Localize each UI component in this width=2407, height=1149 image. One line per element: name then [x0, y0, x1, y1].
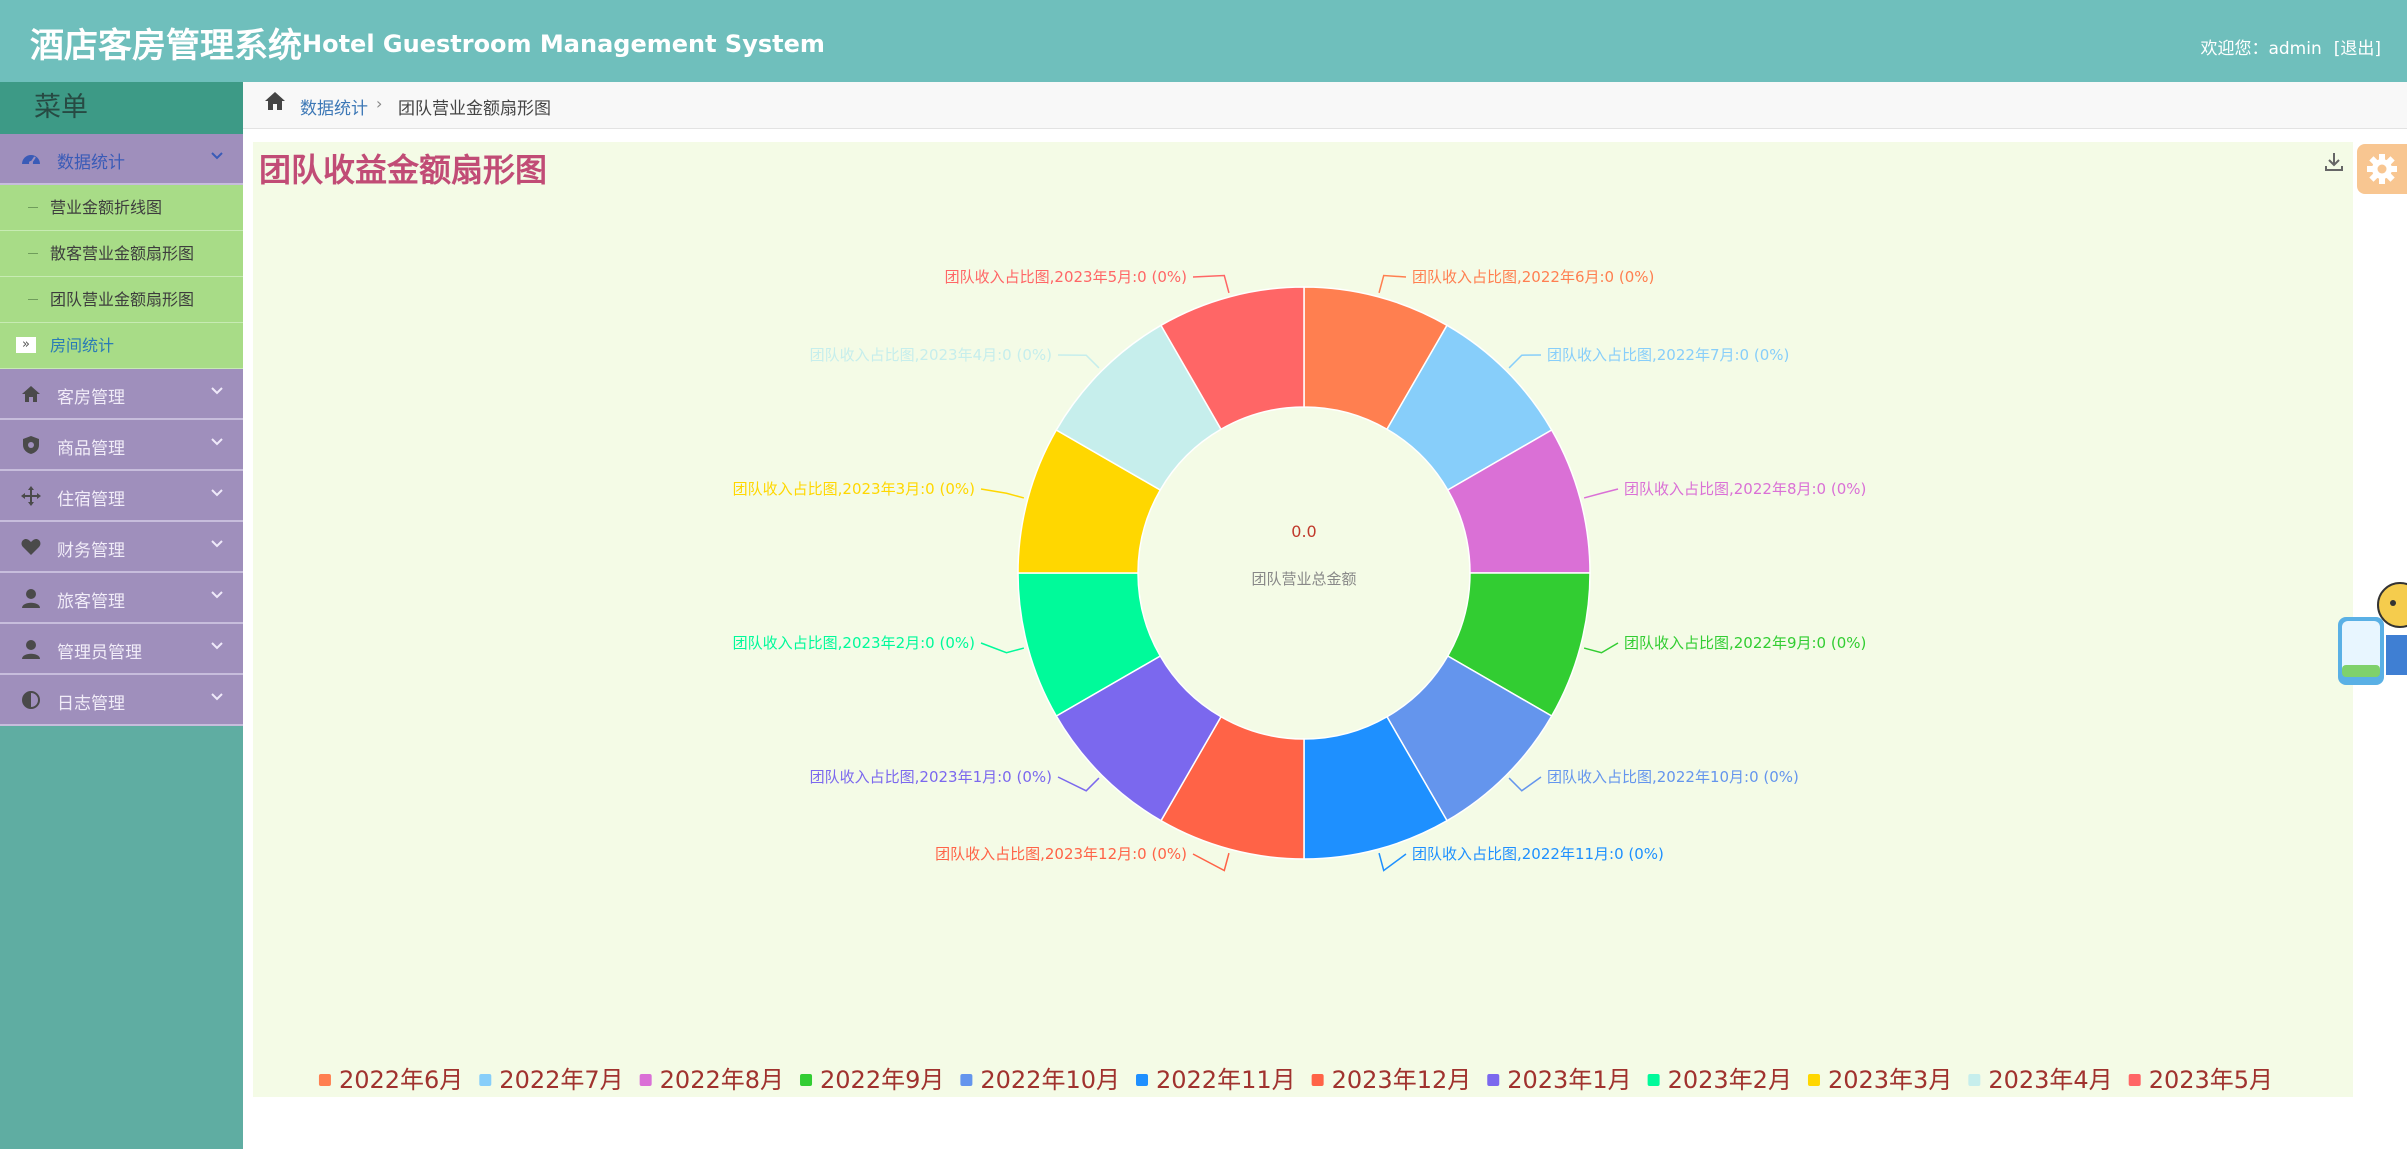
pie-slice[interactable] — [1159, 286, 1305, 431]
half-circle-icon — [20, 689, 42, 711]
sidebar: 菜单 数据统计 营业金额折线图 散客营业金额扇形图 团队营业金额扇形图 » 房间… — [0, 82, 243, 1149]
legend-label: 2023年12月 — [1332, 1066, 1472, 1094]
gear-icon — [2367, 154, 2397, 184]
sidebar-item-room-stats[interactable]: » 房间统计 — [0, 323, 243, 369]
legend-swatch — [2128, 1074, 2141, 1086]
legend-label: 2022年9月 — [820, 1066, 944, 1094]
nav-group-label: 日志管理 — [57, 694, 125, 714]
logout-link[interactable]: [退出] — [2333, 39, 2381, 59]
legend-label: 2022年6月 — [339, 1066, 463, 1094]
legend-swatch — [479, 1074, 492, 1086]
user-icon — [20, 587, 42, 609]
nav-group-label: 商品管理 — [57, 439, 125, 459]
legend-item[interactable]: 2023年5月 — [2128, 1066, 2273, 1094]
chevron-down-icon — [209, 147, 225, 167]
home-icon[interactable] — [263, 89, 287, 113]
legend-swatch — [1487, 1074, 1500, 1086]
breadcrumb: 数据统计 › 团队营业金额扇形图 — [243, 82, 2407, 129]
legend-swatch — [1136, 1074, 1149, 1086]
nav-group-label: 住宿管理 — [57, 490, 125, 510]
legend-item[interactable]: 2022年8月 — [639, 1066, 784, 1094]
nav-group-room-management[interactable]: 客房管理 — [0, 369, 243, 420]
breadcrumb-separator: › — [376, 94, 383, 113]
nav-group-label: 管理员管理 — [57, 643, 142, 663]
legend-label: 2023年5月 — [2149, 1066, 2273, 1094]
nav-group-stay-management[interactable]: 住宿管理 — [0, 471, 243, 522]
menu-title: 菜单 — [0, 82, 243, 134]
legend-swatch — [960, 1074, 973, 1086]
legend-label: 2022年10月 — [980, 1066, 1120, 1094]
chevron-down-icon — [209, 433, 225, 453]
legend-item[interactable]: 2022年7月 — [479, 1066, 624, 1094]
legend-swatch — [318, 1074, 331, 1086]
legend-label: 2022年11月 — [1156, 1066, 1296, 1094]
nav-group-label: 财务管理 — [57, 541, 125, 561]
chevron-down-icon — [209, 484, 225, 504]
nav-group-goods-management[interactable]: 商品管理 — [0, 420, 243, 471]
nav-group-data-stats[interactable]: 数据统计 — [0, 134, 243, 185]
nav-group-guest-management[interactable]: 旅客管理 — [0, 573, 243, 624]
legend-item[interactable]: 2023年1月 — [1487, 1066, 1632, 1094]
breadcrumb-current: 团队营业金额扇形图 — [398, 99, 551, 119]
legend-item[interactable]: 2023年2月 — [1647, 1066, 1792, 1094]
legend-item[interactable]: 2023年4月 — [1968, 1066, 2113, 1094]
dashboard-icon — [20, 148, 42, 170]
app-title: 酒店客房管理系统 — [30, 26, 302, 66]
legend-label: 2023年4月 — [1988, 1066, 2112, 1094]
heart-icon — [20, 536, 42, 558]
nav-group-admin-management[interactable]: 管理员管理 — [0, 624, 243, 675]
home-icon — [20, 383, 42, 405]
chevron-down-icon — [209, 535, 225, 555]
sidebar-item-team-pie[interactable]: 团队营业金额扇形图 — [0, 277, 243, 323]
legend-swatch — [800, 1074, 813, 1086]
chart-legend: 2022年6月 2022年7月 2022年8月 2022年9月 2022年10月 2022… — [318, 1066, 2273, 1094]
sidebar-item-individual-pie[interactable]: 散客营业金额扇形图 — [0, 231, 243, 277]
settings-button[interactable] — [2357, 144, 2407, 194]
app-subtitle: Hotel Guestroom Management System — [302, 30, 825, 58]
mascot-widget[interactable] — [2338, 575, 2407, 695]
chart-panel: 团队收益金额扇形图 — [253, 142, 2353, 1097]
legend-item[interactable]: 2023年3月 — [1807, 1066, 1952, 1094]
legend-swatch — [639, 1074, 652, 1086]
top-header: 酒店客房管理系统 Hotel Guestroom Management Syst… — [0, 0, 2407, 82]
user-icon — [20, 638, 42, 660]
legend-swatch — [1647, 1074, 1660, 1086]
nav-group-label: 旅客管理 — [57, 592, 125, 612]
data-stats-submenu: 营业金额折线图 散客营业金额扇形图 团队营业金额扇形图 » 房间统计 — [0, 185, 243, 369]
legend-label: 2023年3月 — [1828, 1066, 1952, 1094]
legend-label: 2022年8月 — [660, 1066, 784, 1094]
legend-label: 2022年7月 — [499, 1066, 623, 1094]
legend-swatch — [1807, 1074, 1820, 1086]
legend-swatch — [1311, 1074, 1324, 1086]
nav-group-log-management[interactable]: 日志管理 — [0, 675, 243, 726]
chevron-down-icon — [209, 688, 225, 708]
legend-item[interactable]: 2022年6月 — [318, 1066, 463, 1094]
chevron-down-icon — [209, 586, 225, 606]
welcome-user: 欢迎您：admin — [2200, 39, 2322, 59]
nav-group-label: 数据统计 — [57, 153, 125, 173]
chevron-down-icon — [209, 637, 225, 657]
download-icon[interactable] — [2322, 150, 2346, 174]
sidebar-item-revenue-line[interactable]: 营业金额折线图 — [0, 185, 243, 231]
chevron-down-icon — [209, 382, 225, 402]
legend-item[interactable]: 2022年11月 — [1136, 1066, 1296, 1094]
move-icon — [20, 485, 42, 507]
breadcrumb-data-stats[interactable]: 数据统计 — [300, 99, 368, 119]
nav-group-label: 客房管理 — [57, 388, 125, 408]
legend-item[interactable]: 2022年10月 — [960, 1066, 1120, 1094]
sidebar-item-label: 房间统计 — [50, 336, 115, 355]
page-title: 团队收益金额扇形图 — [259, 151, 548, 189]
shield-icon — [20, 434, 42, 456]
nav-group-finance-management[interactable]: 财务管理 — [0, 522, 243, 573]
legend-item[interactable]: 2022年9月 — [800, 1066, 944, 1094]
welcome-text: 欢迎您：admin [退出] — [2200, 34, 2381, 59]
legend-item[interactable]: 2023年12月 — [1311, 1066, 1472, 1094]
legend-label: 2023年2月 — [1668, 1066, 1792, 1094]
double-chevron-icon: » — [16, 337, 36, 353]
legend-label: 2023年1月 — [1507, 1066, 1631, 1094]
legend-swatch — [1968, 1074, 1981, 1086]
